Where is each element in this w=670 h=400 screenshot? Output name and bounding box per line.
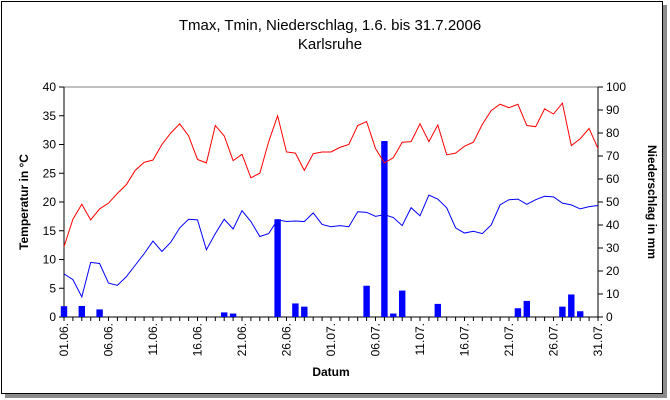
tmin-line [63,194,599,299]
precip-bar [381,141,388,317]
y-left-tick-label: 40 [43,80,57,94]
y-right-tick-label: 0 [606,310,613,324]
precip-bar [60,306,68,317]
precip-bar [523,300,531,317]
plot-area [63,86,599,318]
precip-bar [292,303,299,317]
y-right-tick-label: 70 [606,149,620,163]
y-right-tick-label: 20 [606,264,620,278]
y-left-tick-label: 0 [49,310,56,324]
y-right-tick-label: 30 [606,241,620,255]
right-axis: 0 10 20 30 40 50 60 70 80 90 100 [597,80,626,324]
y-left-tick-label: 20 [43,195,57,209]
y-right-tick-label: 90 [606,103,620,117]
x-tick-label: 16.06. [191,323,205,356]
x-axis-label: Datum [312,365,349,379]
x-tick-label: 31.07. [591,323,605,356]
y-right-tick-label: 10 [606,287,620,301]
precip-bar [559,306,566,317]
x-tick-label: 11.06. [146,323,160,355]
x-axis: 01.06. 06.06. 11.06. 16.06. 21.06. 26.06. 01.0… [57,316,605,356]
y-left-tick-label: 10 [43,253,57,267]
y-left-tick-label: 25 [43,166,57,180]
precip-bar [78,305,86,317]
y-right-tick-label: 100 [606,80,626,94]
precip-bars [60,141,584,317]
temp-lines [63,101,599,299]
precip-bar [301,306,308,317]
y-axis-right-label: Niederschlag in mm [645,145,659,259]
precip-bar [434,303,442,317]
x-tick-label: 21.07. [502,323,516,356]
chart-title: Tmax, Tmin, Niederschlag, 1.6. bis 31.7.… [179,17,481,34]
x-tick-label: 16.07. [458,323,472,356]
precip-bar [220,312,228,317]
precip-bar [363,285,370,317]
y-right-tick-label: 50 [606,195,620,209]
y-left-tick-label: 30 [43,138,57,152]
x-tick-label: 26.07. [547,323,561,356]
precip-bar [274,219,281,317]
y-left-tick-label: 35 [43,109,57,123]
y-left-tick-label: 5 [49,281,56,295]
x-tick-label: 01.07. [324,323,338,356]
tmax-line [63,101,599,248]
y-right-tick-label: 40 [606,218,620,232]
precip-bar [576,311,584,317]
precip-bar [514,308,522,317]
precip-bar [568,294,575,317]
y-axis-left-label: Temperatur in °C [17,154,31,250]
y-right-tick-label: 80 [606,126,620,140]
x-tick-label: 06.06. [102,323,116,356]
x-tick-label: 26.06. [280,323,294,356]
precip-bar [96,309,103,317]
x-tick-label: 01.06. [57,323,71,356]
x-tick-label: 21.06. [235,323,249,356]
precip-bar [390,313,397,317]
precip-bar [229,313,237,317]
x-tick-label: 06.07. [369,323,383,356]
y-left-tick-label: 15 [43,224,57,238]
y-right-tick-label: 60 [606,172,620,186]
x-tick-label: 11.07. [413,323,427,355]
chart-subtitle: Karlsruhe [298,36,362,53]
precip-bar [398,290,406,317]
left-axis: 0 5 10 15 20 25 30 35 40 [43,80,65,324]
